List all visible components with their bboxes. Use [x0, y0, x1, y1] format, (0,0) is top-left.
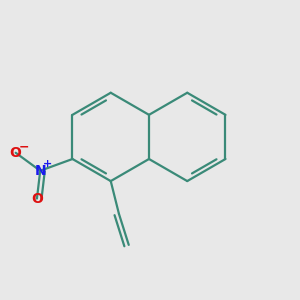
Text: −: − [18, 140, 29, 153]
Text: +: + [43, 159, 52, 169]
Text: O: O [10, 146, 22, 160]
Text: N: N [34, 164, 46, 178]
Text: O: O [31, 192, 43, 206]
